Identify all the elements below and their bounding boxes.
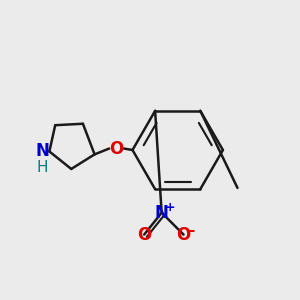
Text: O: O [109, 140, 124, 158]
Text: +: + [164, 201, 175, 214]
Text: N: N [35, 142, 49, 160]
Text: O: O [176, 226, 191, 244]
Text: -: - [188, 223, 195, 238]
Text: O: O [137, 226, 151, 244]
Text: H: H [36, 160, 48, 175]
Text: N: N [155, 204, 169, 222]
